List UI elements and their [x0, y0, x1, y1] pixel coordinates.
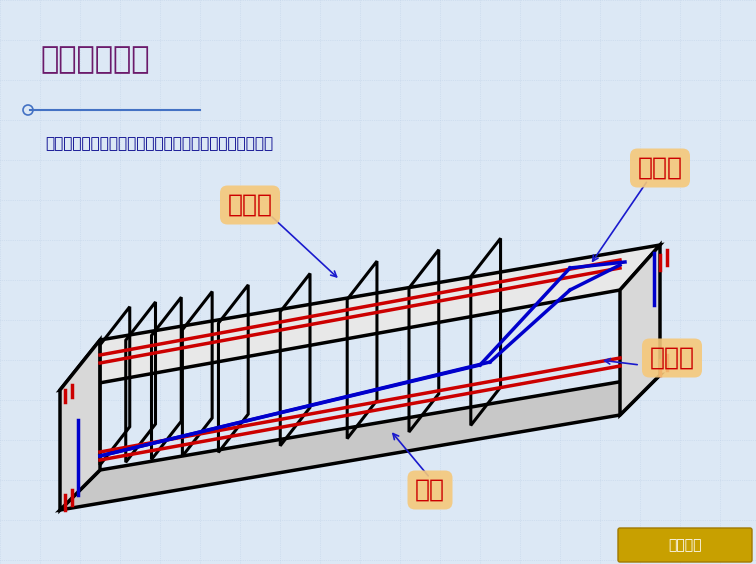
Text: 返回目录: 返回目录: [668, 538, 702, 552]
Text: 钢筋混凝土梁一般采用立面图和断面图表示钢筋配置情况: 钢筋混凝土梁一般采用立面图和断面图表示钢筋配置情况: [45, 136, 273, 151]
Text: 架立筋: 架立筋: [228, 193, 272, 217]
Polygon shape: [60, 375, 660, 510]
Text: 箍筋: 箍筋: [415, 478, 445, 502]
Polygon shape: [60, 340, 100, 510]
Text: 钢筋混凝土梁: 钢筋混凝土梁: [40, 45, 150, 74]
Text: 弯起筋: 弯起筋: [637, 156, 683, 180]
Text: 受力筋: 受力筋: [649, 346, 695, 370]
FancyBboxPatch shape: [618, 528, 752, 562]
Polygon shape: [620, 245, 660, 415]
Polygon shape: [60, 245, 660, 390]
